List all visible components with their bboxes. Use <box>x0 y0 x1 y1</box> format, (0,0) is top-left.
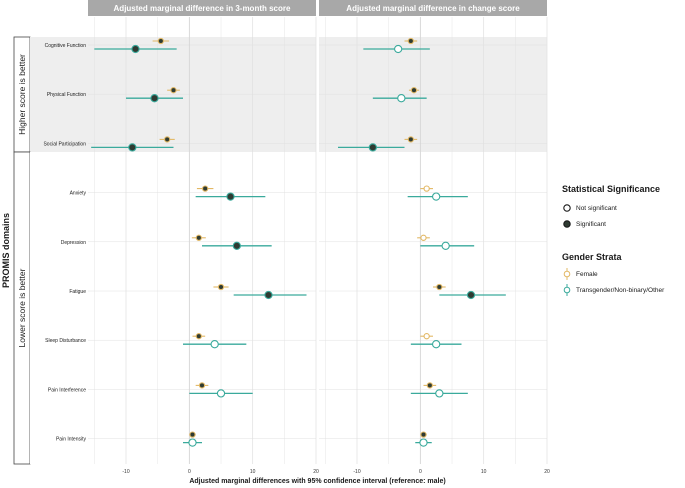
domain-label-bg-1 <box>30 152 88 464</box>
domain-label-depression: Depression <box>61 240 87 246</box>
domain-label-cognitive-function: Cognitive Function <box>45 43 87 49</box>
legend-layer: Statistical Significance Not significant S… <box>562 184 665 296</box>
legend-label-tgnb: Transgender/Non-binary/Other <box>576 287 665 294</box>
gridline-layer <box>88 17 548 464</box>
legend-title-gender: Gender Strata <box>562 252 623 262</box>
panel-shade-0 <box>88 37 316 152</box>
domain-label-bg-0 <box>30 37 88 152</box>
domain-label-sleep-disturbance: Sleep Disturbance <box>45 338 86 344</box>
outer-label-strip <box>0 37 14 464</box>
point-estimate-0-8 <box>195 234 202 241</box>
point-estimate-1-4 <box>407 136 414 143</box>
point-estimate-0-12 <box>195 333 202 340</box>
domain-label-social-participation: Social Participation <box>43 141 86 147</box>
point-estimate-1-16 <box>420 431 427 438</box>
point-estimate-0-1 <box>131 44 140 54</box>
point-estimate-1-11 <box>466 290 476 300</box>
point-estimate-0-2 <box>170 87 177 94</box>
panel-title-1: Adjusted marginal difference in change s… <box>346 4 520 13</box>
x-tick-label-1-0: 0 <box>419 469 422 475</box>
panel-title-0: Adjusted marginal difference in 3-month … <box>114 4 291 13</box>
legend-key-female <box>563 270 571 278</box>
point-estimate-0-7 <box>226 192 235 201</box>
point-estimate-0-6 <box>202 185 209 192</box>
legend-label-female: Female <box>576 271 598 278</box>
point-estimate-0-4 <box>164 136 171 143</box>
domain-label-fatigue: Fatigue <box>69 289 86 295</box>
x-tick-label-1-10: 10 <box>481 469 487 475</box>
point-estimate-1-5 <box>368 143 377 152</box>
domain-label-anxiety: Anxiety <box>70 191 87 197</box>
domain-label-pain-intensity: Pain Intensity <box>56 437 87 443</box>
point-estimate-1-15 <box>435 389 444 398</box>
legend-title-significance: Statistical Significance <box>562 184 660 194</box>
point-estimate-0-13 <box>210 340 219 349</box>
point-estimate-0-5 <box>128 143 137 152</box>
point-estimate-0-0 <box>157 37 164 45</box>
point-estimate-0-16 <box>189 431 196 438</box>
point-estimate-0-14 <box>198 382 206 389</box>
point-estimate-1-8 <box>420 234 427 241</box>
point-estimate-1-17 <box>419 438 428 447</box>
point-estimate-1-9 <box>441 241 450 250</box>
point-estimate-1-10 <box>436 283 443 291</box>
background-layer <box>0 0 547 465</box>
point-estimate-0-17 <box>188 438 197 447</box>
panel-strip-0 <box>88 0 316 16</box>
marks-layer <box>91 37 506 447</box>
x-tick-label-0-0: 0 <box>188 469 191 475</box>
point-estimate-1-6 <box>423 185 430 192</box>
legend-label-not-significant: Not significant <box>576 205 617 212</box>
group-label-1: Lower score is better <box>17 268 27 347</box>
point-estimate-1-0 <box>407 37 414 45</box>
domain-label-pain-interference: Pain Interference <box>48 387 86 393</box>
legend-key-not-significant <box>563 204 571 212</box>
x-tick-label-1--10: -10 <box>353 469 360 475</box>
panel-strip-1 <box>319 0 547 16</box>
point-estimate-1-12 <box>423 333 430 340</box>
point-estimate-0-11 <box>264 290 273 300</box>
point-estimate-1-14 <box>426 382 433 389</box>
point-estimate-0-9 <box>232 241 241 250</box>
point-estimate-1-1 <box>394 44 403 54</box>
x-tick-label-0--10: -10 <box>122 469 129 475</box>
point-estimate-1-7 <box>432 192 441 201</box>
point-estimate-1-13 <box>432 340 441 349</box>
outer-label-text: PROMIS domains <box>1 213 11 288</box>
legend-key-significant <box>563 220 571 228</box>
group-label-0: Higher score is better <box>17 54 27 135</box>
point-estimate-1-3 <box>397 94 406 103</box>
x-tick-label-0-10: 10 <box>250 469 256 475</box>
panel-shade-1 <box>319 37 547 152</box>
point-estimate-0-3 <box>150 94 159 103</box>
point-estimate-1-2 <box>410 87 418 94</box>
legend-label-significant: Significant <box>576 221 606 228</box>
x-tick-label-1-20: 20 <box>544 469 550 475</box>
legend-key-tgnb <box>563 286 571 294</box>
text-layer: PROMIS domains Higher score is better Lowe… <box>1 4 550 485</box>
point-estimate-0-15 <box>216 389 226 398</box>
point-estimate-0-10 <box>217 283 225 291</box>
x-tick-label-0-20: 20 <box>313 469 319 475</box>
domain-label-physical-function: Physical Function <box>47 92 86 98</box>
x-axis-title: Adjusted marginal differences with 95% c… <box>189 478 445 485</box>
